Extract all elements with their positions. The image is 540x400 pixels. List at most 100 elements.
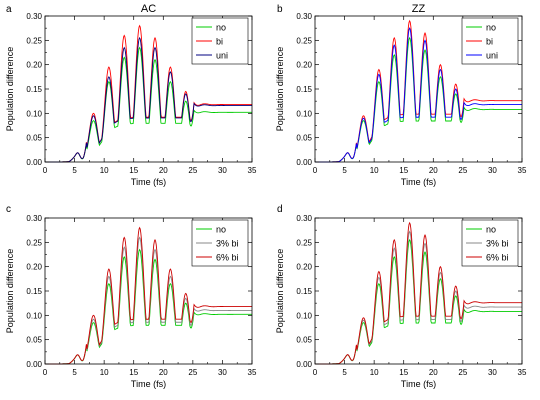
x-tick-label: 5	[72, 166, 77, 175]
x-tick-label: 35	[248, 368, 257, 377]
x-axis-label: Time (fs)	[131, 177, 166, 187]
y-tick-label: 0.00	[296, 158, 312, 167]
y-axis-label: Population difference	[275, 249, 285, 333]
y-axis-label: Population difference	[5, 249, 15, 333]
y-tick-label: 0.30	[296, 214, 312, 223]
y-tick-label: 0.00	[26, 158, 42, 167]
legend-label: 6% bi	[216, 253, 239, 263]
x-tick-label: 35	[248, 166, 257, 175]
x-tick-label: 15	[129, 166, 138, 175]
panel-b: b ZZ 0 5 10 15 20 25 30 35 0.00 0.05 0.10 0.15 0.20 0.2…	[275, 3, 527, 187]
x-tick-label: 25	[188, 166, 197, 175]
y-tick-label: 0.10	[296, 109, 312, 118]
legend-label: no	[486, 225, 496, 235]
y-tick-label: 0.20	[296, 263, 312, 272]
y-tick-label: 0.05	[26, 336, 42, 345]
x-tick-label: 10	[370, 166, 379, 175]
y-tick-label: 0.10	[26, 311, 42, 320]
x-tick-label: 15	[399, 368, 408, 377]
legend-label: 3% bi	[486, 239, 509, 249]
y-tick-label: 0.20	[26, 263, 42, 272]
panel-d: d 0 5 10 15 20 25 30 35 0.00 0.05 0.10 0.15 0.20 0.25 0…	[275, 204, 527, 389]
x-tick-label: 10	[100, 166, 109, 175]
x-tick-label: 15	[399, 166, 408, 175]
y-tick-label: 0.25	[296, 36, 312, 45]
y-tick-label: 0.05	[296, 336, 312, 345]
legend-label: 6% bi	[486, 253, 509, 263]
y-tick-label: 0.15	[26, 287, 42, 296]
y-tick-label: 0.20	[296, 61, 312, 70]
legend-label: 3% bi	[216, 239, 239, 249]
x-tick-label: 0	[313, 166, 318, 175]
x-axis-label: Time (fs)	[401, 177, 436, 187]
y-tick-label: 0.15	[26, 85, 42, 94]
panel-label: b	[277, 4, 283, 15]
chart-title: ZZ	[412, 3, 426, 15]
x-tick-label: 25	[458, 368, 467, 377]
panel-label: a	[6, 4, 12, 15]
y-tick-label: 0.10	[26, 109, 42, 118]
panel-label: d	[277, 204, 283, 215]
series-line-6-bi	[45, 226, 252, 365]
y-tick-label: 0.15	[296, 85, 312, 94]
x-axis-label: Time (fs)	[131, 379, 166, 389]
legend-label: uni	[216, 51, 228, 61]
x-tick-label: 5	[72, 368, 77, 377]
y-tick-label: 0.30	[26, 12, 42, 21]
legend-label: no	[486, 23, 496, 33]
x-tick-label: 25	[188, 368, 197, 377]
legend-box	[461, 219, 519, 267]
x-tick-label: 20	[159, 166, 168, 175]
legend-label: bi	[486, 37, 493, 47]
y-tick-label: 0.25	[26, 36, 42, 45]
chart-title: AC	[141, 3, 156, 15]
x-tick-label: 30	[218, 368, 227, 377]
x-tick-label: 30	[488, 166, 497, 175]
x-tick-label: 10	[100, 368, 109, 377]
y-tick-label: 0.05	[26, 134, 42, 143]
x-tick-label: 0	[43, 368, 48, 377]
legend-label: no	[216, 23, 226, 33]
x-tick-label: 15	[129, 368, 138, 377]
y-tick-label: 0.10	[296, 311, 312, 320]
series-line-6-bi	[315, 221, 522, 365]
y-tick-label: 0.20	[26, 61, 42, 70]
x-tick-label: 0	[313, 368, 318, 377]
y-axis-label: Population difference	[275, 47, 285, 131]
legend-label: no	[216, 225, 226, 235]
x-tick-label: 35	[518, 368, 527, 377]
x-tick-label: 30	[488, 368, 497, 377]
y-tick-label: 0.05	[296, 134, 312, 143]
y-tick-label: 0.30	[26, 214, 42, 223]
legend: no 3% bi 6% bi	[191, 219, 249, 267]
x-tick-label: 5	[342, 166, 347, 175]
y-tick-label: 0.15	[296, 287, 312, 296]
panel-a: a AC 0 5 10 15 20 25 30 35 0.00 0.05 0.10 0.15 0.20 0.2…	[5, 3, 257, 187]
panel-label: c	[6, 204, 11, 215]
y-tick-label: 0.00	[26, 360, 42, 369]
x-tick-label: 20	[429, 166, 438, 175]
y-tick-label: 0.25	[26, 238, 42, 247]
x-tick-label: 0	[43, 166, 48, 175]
legend-box	[191, 219, 249, 267]
series-line-uni	[315, 27, 522, 163]
y-tick-label: 0.25	[296, 238, 312, 247]
x-tick-label: 20	[429, 368, 438, 377]
legend: no bi uni	[191, 17, 249, 65]
y-tick-label: 0.30	[296, 12, 312, 21]
y-axis-label: Population difference	[5, 47, 15, 131]
panel-c: c 0 5 10 15 20 25 30 35 0.00 0.05 0.10 0.15 0.20 0.25 0…	[5, 204, 257, 389]
x-tick-label: 30	[218, 166, 227, 175]
legend: no 3% bi 6% bi	[461, 219, 519, 267]
x-tick-label: 5	[342, 368, 347, 377]
x-tick-label: 10	[370, 368, 379, 377]
x-tick-label: 35	[518, 166, 527, 175]
x-tick-label: 25	[458, 166, 467, 175]
x-axis-label: Time (fs)	[401, 379, 436, 389]
y-tick-label: 0.00	[296, 360, 312, 369]
series-line-uni	[45, 36, 252, 163]
legend-label: uni	[486, 51, 498, 61]
legend-label: bi	[216, 37, 223, 47]
x-tick-label: 20	[159, 368, 168, 377]
